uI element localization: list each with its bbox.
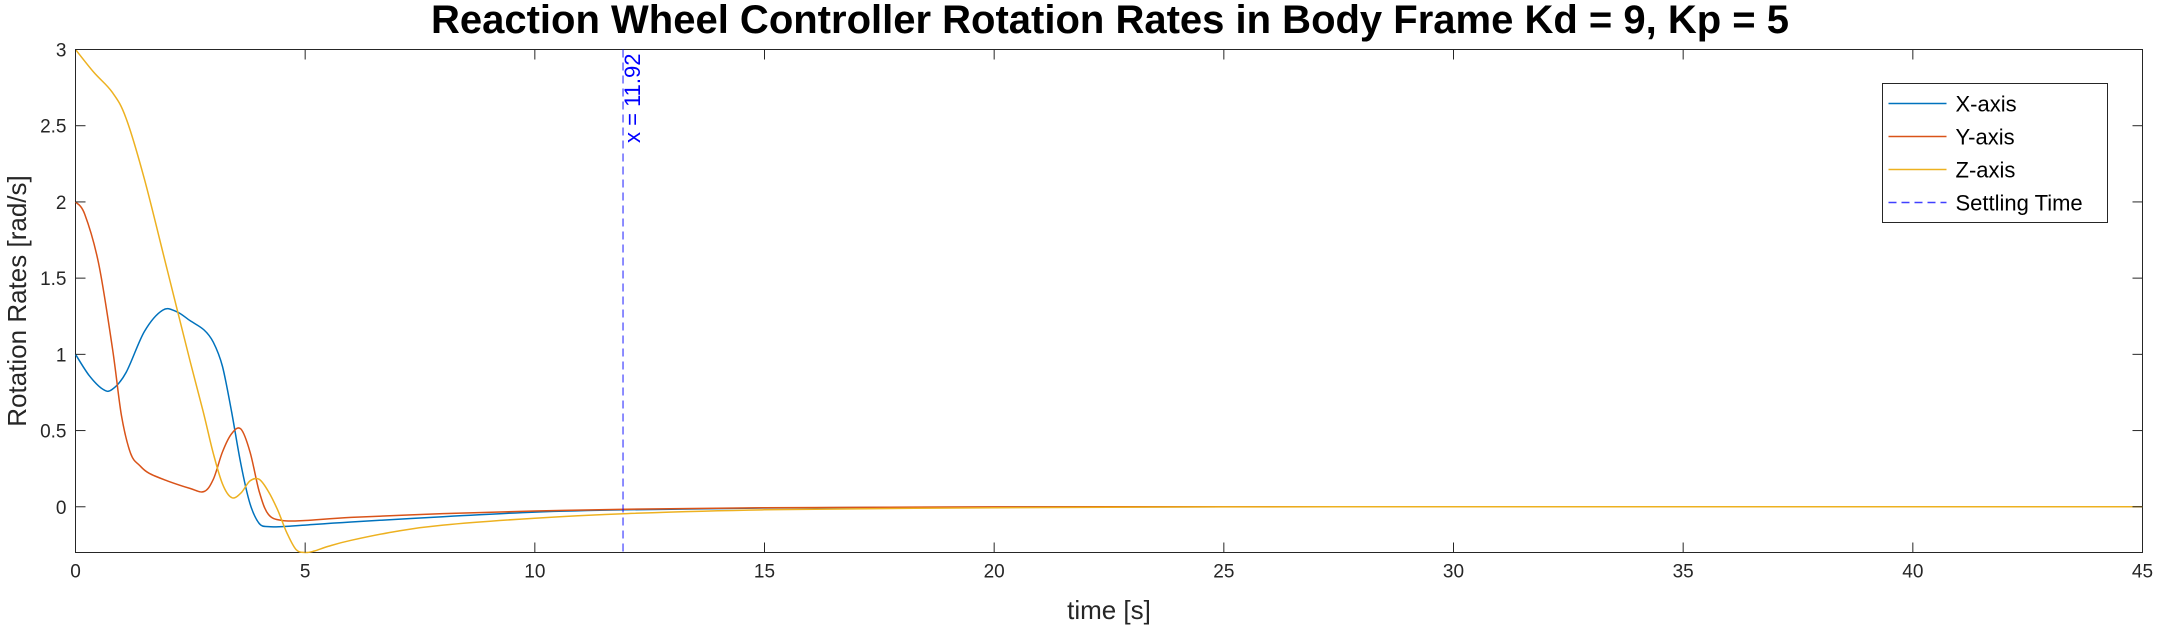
y-tick-label: 3 — [56, 41, 67, 62]
x-tick-label: 15 — [754, 562, 775, 583]
plot-area — [75, 49, 2143, 553]
y-tick-label: 1.5 — [40, 269, 66, 290]
y-axis-label: Rotation Rates [rad/s] — [2, 175, 32, 426]
x-tick-label: 0 — [70, 562, 81, 583]
legend: X-axis Y-axis Z-axis Settling Time — [1882, 83, 2108, 223]
y-tick-label: 2 — [56, 193, 67, 214]
legend-label: Settling Time — [1956, 191, 2083, 216]
y-tick-label: 0 — [56, 498, 67, 519]
y-tick-label: 1 — [56, 345, 67, 366]
legend-box — [1882, 83, 2108, 223]
legend-label: Z-axis — [1956, 158, 2016, 183]
y-tick-label: 2.5 — [40, 117, 66, 138]
x-tick-label: 45 — [2132, 562, 2153, 583]
x-tick-label: 35 — [1673, 562, 1694, 583]
settling-time-label: x = 11.92 — [620, 54, 645, 144]
x-axis-label: time [s] — [1067, 595, 1151, 625]
x-tick-label: 20 — [984, 562, 1005, 583]
x-tick-label: 30 — [1443, 562, 1464, 583]
legend-label: Y-axis — [1956, 125, 2015, 150]
settling-layer: x = 11.92 — [620, 49, 645, 553]
x-tick-label: 40 — [1902, 562, 1923, 583]
chart-title: Reaction Wheel Controller Rotation Rates… — [431, 0, 1789, 42]
legend-label: X-axis — [1956, 92, 2017, 117]
x-tick-label: 10 — [524, 562, 545, 583]
y-tick-label: 0.5 — [40, 422, 66, 443]
x-tick-label: 5 — [300, 562, 311, 583]
series-layer — [74, 49, 2143, 554]
x-tick-label: 25 — [1213, 562, 1234, 583]
ticks-layer: 0 5 10 15 20 25 30 35 40 45 0 0.5 1 1.5 2 2.5 3 — [40, 41, 2153, 583]
series-line-z-axis — [74, 49, 2143, 554]
